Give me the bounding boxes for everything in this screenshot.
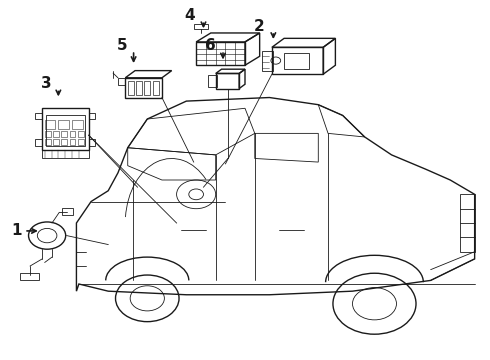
Text: 2: 2 [254, 19, 265, 34]
Bar [53, 131, 59, 137]
Bar [72, 120, 83, 129]
Bar [145, 81, 150, 95]
Bar [128, 81, 134, 95]
Bar [58, 120, 69, 129]
Bar [61, 131, 67, 137]
Bar [70, 139, 75, 145]
Bar [45, 120, 55, 129]
Bar [53, 139, 59, 145]
Bar [194, 24, 208, 30]
Bar [70, 131, 75, 137]
Text: 4: 4 [184, 8, 195, 23]
Bar [272, 47, 323, 74]
Bar [35, 113, 42, 119]
Text: 5: 5 [117, 38, 127, 53]
Bar [42, 108, 89, 149]
Bar [262, 51, 273, 71]
Bar [196, 42, 245, 65]
Bar [153, 81, 159, 95]
Bar [216, 73, 239, 89]
Bar [62, 208, 73, 215]
Bar [20, 273, 39, 280]
Bar [78, 139, 84, 145]
Bar [78, 131, 84, 137]
Text: 1: 1 [11, 224, 22, 238]
Text: 6: 6 [205, 38, 216, 53]
Bar [208, 75, 217, 87]
Bar [46, 116, 85, 146]
Bar [125, 78, 162, 98]
Bar [136, 81, 142, 95]
Bar [45, 131, 50, 137]
Bar [284, 53, 309, 69]
Bar [42, 149, 89, 158]
Bar [45, 139, 50, 145]
Bar [89, 139, 95, 146]
Text: 3: 3 [41, 76, 51, 91]
Bar [89, 113, 95, 119]
Bar [61, 139, 67, 145]
Bar [35, 139, 42, 146]
Bar [460, 194, 475, 252]
